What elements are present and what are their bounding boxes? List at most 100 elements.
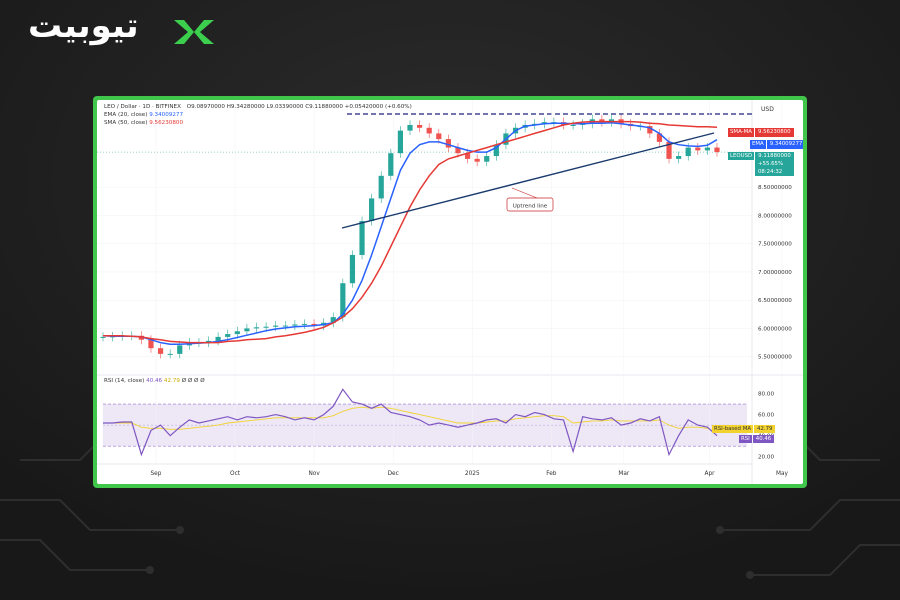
candle-body	[148, 339, 154, 349]
candle-body	[340, 283, 346, 318]
rsi-legend-extra: Ø Ø Ø Ø	[181, 378, 205, 384]
candle-body	[292, 324, 298, 326]
rsi-badge: RSI 40.46	[739, 435, 775, 443]
rsi-badge-name: RSI	[739, 435, 752, 443]
price-badge-value: 9.11880000	[755, 152, 794, 160]
rsi-legend-label: RSI (14, close)	[104, 378, 145, 384]
currency-label[interactable]: USD	[761, 106, 774, 113]
time-tick-label: Sep	[150, 471, 161, 477]
price-tick-label: 7.50000000	[758, 242, 792, 248]
candle-body	[714, 147, 720, 153]
candle-body	[474, 158, 480, 162]
candle-body	[244, 328, 250, 332]
candle-body	[685, 147, 691, 157]
candle-body	[349, 254, 356, 284]
candle-body	[656, 133, 663, 142]
ohlc-values: O9.08970000 H9.34280000 L9.03390000 C9.1…	[186, 104, 412, 110]
time-tick-label: Apr	[704, 471, 715, 477]
ema-badge-value: 9.34009277	[766, 140, 803, 149]
candle-body	[464, 153, 471, 159]
candle-body	[225, 334, 231, 337]
candle-body	[570, 124, 576, 126]
price-tick-label: 8.50000000	[758, 185, 792, 191]
candle-body	[205, 340, 212, 343]
uptrend-annotation: Uptrend line	[513, 204, 548, 210]
price-badge-name: LEOUSD	[728, 152, 755, 160]
candle-body	[177, 345, 183, 354]
candle-body	[215, 336, 221, 341]
time-tick-label: Feb	[546, 471, 557, 477]
candle-body	[676, 156, 682, 159]
candle-body	[599, 119, 605, 123]
rsi-ma-badge-value: 42.79	[754, 425, 776, 433]
candle-body	[330, 317, 336, 323]
rsi-tick-label: 60.00	[758, 413, 774, 419]
candle-body	[100, 336, 106, 338]
time-tick-label: Dec	[388, 471, 399, 477]
candle-body	[484, 156, 490, 162]
sma-badge: SMA-MA 9.56230800	[728, 128, 794, 137]
candle-body	[455, 147, 461, 154]
brand-name: تیوبیت	[28, 6, 139, 46]
rsi-ma-legend-value: 42.79	[163, 378, 180, 384]
time-tick-label: Mar	[618, 471, 630, 477]
price-tick-label: 6.50000000	[758, 298, 792, 304]
sma-line	[103, 120, 718, 344]
sma-legend-label: SMA (50, close)	[104, 120, 148, 126]
rsi-tick-label: 20.00	[758, 455, 774, 461]
candle-body	[608, 119, 615, 123]
symbol-line: LEO / Dollar · 1D · BITFINEX	[104, 104, 181, 110]
time-tick-label: Nov	[308, 471, 320, 477]
candle-body	[282, 325, 288, 327]
candle-body	[234, 331, 240, 335]
annotation-box	[506, 197, 554, 212]
price-tick-label: 8.00000000	[758, 213, 792, 219]
candle-body	[369, 198, 375, 222]
sma-badge-name: SMA-MA	[728, 128, 754, 137]
candle-body	[445, 139, 451, 148]
time-tick-label: May	[776, 471, 789, 477]
rsi-ma-badge-name: RSI-based MA	[712, 425, 754, 433]
candle-body	[695, 147, 701, 151]
candle-body	[493, 144, 499, 157]
candle-body	[416, 124, 423, 128]
sma-badge-value: 9.56230800	[754, 128, 794, 137]
sma-legend-value: 9.56230800	[149, 120, 184, 126]
ema-badge: EMA 9.34009277	[750, 140, 803, 149]
candle-body	[157, 348, 164, 354]
rsi-tick-label: 80.00	[758, 392, 774, 398]
ema-legend-label: EMA (20, close)	[104, 112, 148, 118]
candle-body	[647, 126, 653, 134]
candle-body	[436, 133, 442, 140]
candle-body	[167, 353, 173, 355]
candle-body	[666, 141, 672, 159]
candle-body	[301, 323, 308, 325]
price-badge-time: 08:24:32	[755, 168, 794, 176]
price-tick-label: 7.00000000	[758, 270, 792, 276]
uptrend-line	[341, 132, 715, 229]
ema-badge-name: EMA	[750, 140, 766, 149]
candle-body	[138, 335, 144, 340]
rsi-badge-value: 40.46	[752, 435, 775, 443]
price-badge: LEOUSD 9.11880000 +55.65% 08:24:32	[728, 152, 794, 176]
candle-body	[311, 323, 317, 326]
candle-body	[541, 122, 547, 124]
candle-body	[426, 127, 432, 134]
rsi-ma-badge: RSI-based MA 42.79	[712, 425, 776, 433]
candle-body	[359, 221, 365, 255]
price-tick-label: 5.50000000	[758, 355, 792, 361]
chart-panel[interactable]: Uptrend line 5.50000000 6.00000000 6.50000…	[97, 100, 803, 484]
rsi-legend-value: 40.46	[146, 378, 163, 384]
rsi-line	[103, 388, 718, 457]
sma-legend[interactable]: SMA (50, close) 9.56230800	[104, 120, 183, 126]
ema-legend[interactable]: EMA (20, close) 9.34009277	[104, 112, 183, 118]
rsi-legend[interactable]: RSI (14, close) 40.46 42.79 Ø Ø Ø Ø	[104, 378, 205, 384]
chart-canvas: Uptrend line 5.50000000 6.00000000 6.50000…	[97, 100, 803, 484]
candle-body	[407, 124, 413, 131]
candle-body	[263, 326, 269, 328]
brand-mark-icon	[174, 20, 214, 44]
price-tick-label: 6.00000000	[758, 326, 792, 332]
candle-body	[253, 327, 260, 329]
price-badge-change: +55.65%	[755, 160, 794, 168]
candle-body	[273, 325, 279, 327]
